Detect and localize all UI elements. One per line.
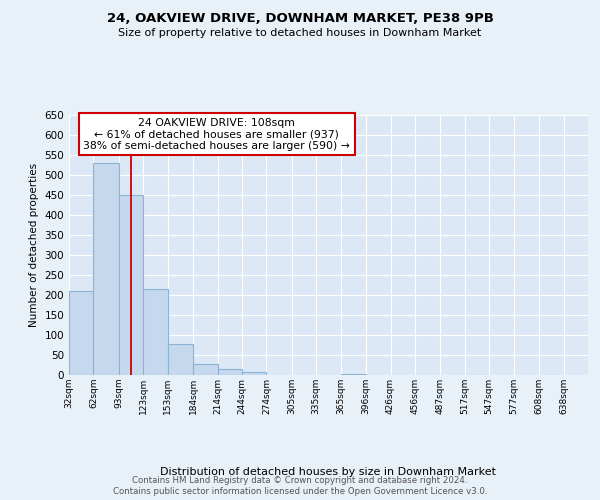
Text: 24 OAKVIEW DRIVE: 108sqm
← 61% of detached houses are smaller (937)
38% of semi-: 24 OAKVIEW DRIVE: 108sqm ← 61% of detach… <box>83 118 350 151</box>
Bar <box>119 195 143 375</box>
X-axis label: Distribution of detached houses by size in Downham Market: Distribution of detached houses by size … <box>161 467 497 477</box>
Text: Contains HM Land Registry data © Crown copyright and database right 2024.: Contains HM Land Registry data © Crown c… <box>132 476 468 485</box>
Bar <box>218 369 242 375</box>
Bar <box>143 289 168 375</box>
Bar <box>242 372 266 375</box>
Text: 24, OAKVIEW DRIVE, DOWNHAM MARKET, PE38 9PB: 24, OAKVIEW DRIVE, DOWNHAM MARKET, PE38 … <box>107 12 493 26</box>
Bar <box>168 344 193 375</box>
Bar <box>69 291 94 375</box>
Text: Contains public sector information licensed under the Open Government Licence v3: Contains public sector information licen… <box>113 488 487 496</box>
Bar <box>193 364 218 375</box>
Y-axis label: Number of detached properties: Number of detached properties <box>29 163 39 327</box>
Text: Size of property relative to detached houses in Downham Market: Size of property relative to detached ho… <box>118 28 482 38</box>
Bar <box>341 374 366 375</box>
Bar <box>94 163 119 375</box>
